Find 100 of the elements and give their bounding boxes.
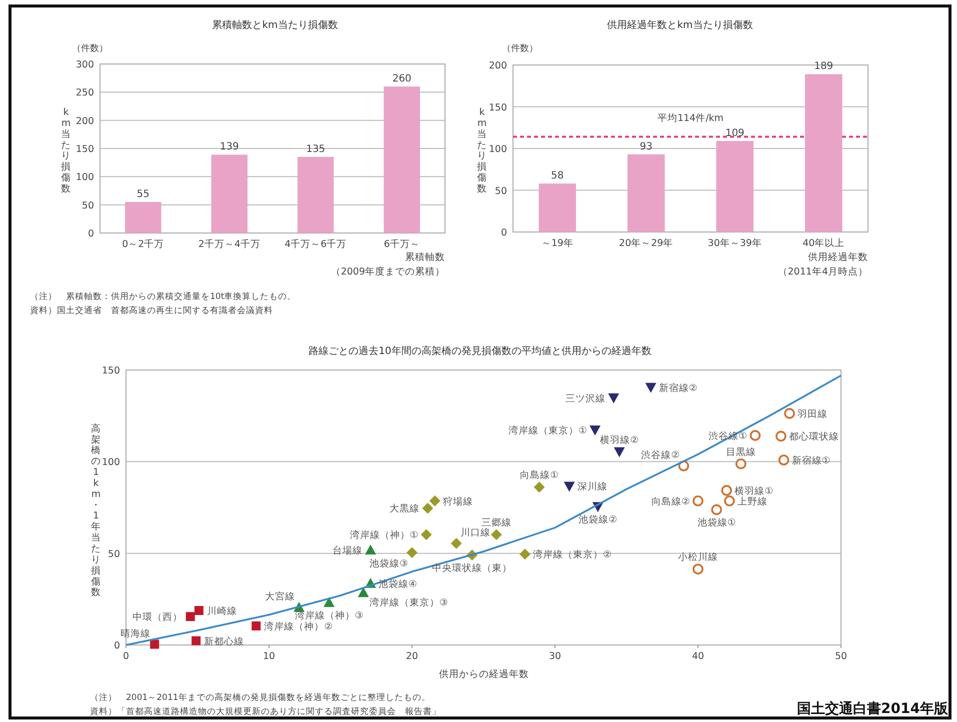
y-tick-label: 300: [76, 60, 94, 70]
point: [778, 454, 790, 466]
annotation: 三ツ沢線: [566, 392, 606, 404]
bar: [716, 140, 754, 232]
ref-line-label: 平均114件/km: [657, 112, 724, 124]
annotation: 台場線: [332, 544, 363, 557]
annotation: 渋谷線②: [641, 448, 680, 461]
point: [564, 482, 575, 492]
x-axis-title: 供用からの経過年数: [439, 668, 529, 680]
y-axis-title: km当たり損傷数: [477, 107, 487, 195]
y-tick-label: 100: [76, 172, 94, 184]
point: [750, 430, 761, 441]
annotation: 都心環状線: [788, 430, 839, 443]
point: [429, 495, 440, 506]
annotation: 湾岸線（東京）①: [508, 424, 588, 436]
annotation: 湾岸線（神）③: [294, 609, 364, 622]
x-tick-label: 40年以上: [802, 237, 845, 249]
point: [519, 548, 530, 560]
chart-title: 路線ごとの過去10年間の高架橋の発見損傷数の平均値と供用からの経過年数: [308, 345, 652, 357]
point: [420, 529, 432, 540]
annotation: 池袋線②: [578, 514, 618, 526]
x-tick-label: 30: [548, 651, 562, 662]
bar: [627, 154, 665, 232]
x-tick-label: 20: [406, 651, 418, 662]
point: [724, 496, 735, 506]
bar: [298, 156, 334, 233]
x-axis-title: 累積軸数（2009年度までの累積）: [330, 251, 445, 278]
point: [590, 425, 601, 436]
y-tick-label: 150: [488, 102, 507, 114]
chart-title: 累積軸数とkm当たり損傷数: [212, 19, 338, 31]
annotation: 池袋線①: [697, 516, 736, 529]
annotation: 目黒線: [726, 446, 756, 458]
annotation: 向島線②: [651, 495, 690, 508]
point: [422, 502, 434, 514]
point: [692, 564, 704, 574]
bar: [211, 154, 248, 233]
data-label: 139: [220, 142, 239, 153]
bar: [384, 86, 420, 233]
text: （件数）: [72, 43, 108, 54]
data-label: 93: [640, 141, 652, 152]
x-tick-label: 10: [262, 651, 276, 662]
point: [711, 504, 722, 516]
y-tick-label: 0: [114, 640, 120, 652]
x-tick-label: 50: [834, 651, 848, 662]
y-tick-label: 250: [76, 88, 94, 99]
annotation: 中環（西）: [132, 611, 182, 624]
x-tick-label: 30年～39年: [708, 237, 762, 249]
annotation: 川口線: [460, 526, 490, 538]
y-tick-label: 200: [76, 116, 94, 127]
data-label: 135: [306, 144, 326, 155]
annotation: 大黒線: [390, 502, 420, 515]
point: [365, 544, 376, 555]
data-label: 260: [392, 74, 412, 85]
text: 高架橋の1km・1年当たり損傷数: [91, 423, 101, 598]
y-tick-label: 100: [488, 144, 507, 155]
annotation: 狩場線: [442, 495, 473, 508]
bar: [538, 184, 576, 232]
annotation: 羽田線: [798, 408, 828, 420]
data-label: 109: [725, 128, 744, 139]
annotation: 新宿線①: [792, 454, 830, 467]
annotation: 小松川線: [678, 551, 718, 564]
x-axis-title: 供用経過年数（2011年4月時点）: [778, 251, 868, 278]
x-tick-label: 0: [122, 651, 130, 662]
x-tick-label: 40: [692, 651, 704, 662]
x-tick-label: 4千万～6千万: [284, 238, 347, 250]
point: [534, 482, 545, 493]
annotation: 湾岸線（東京）③: [369, 596, 448, 609]
text: 資料）国土交通省 首都高速の再生に関する有識者会議資料: [30, 305, 273, 316]
annotation: 大宮線: [265, 590, 296, 602]
point: [450, 538, 462, 549]
y-tick-label: 50: [494, 186, 507, 197]
y-tick-label: 200: [488, 60, 507, 72]
point: [324, 596, 335, 607]
point: [150, 640, 160, 649]
text: 資料）「首都高速道路構造物の大規模更新のあり方に関する調査研究委員会 報告書」: [90, 706, 441, 717]
annotation: 新宿線②: [658, 382, 698, 394]
point: [645, 382, 656, 393]
annotation: 横羽線①: [734, 484, 774, 497]
annotation: 湾岸線（東京）②: [532, 548, 612, 561]
y-tick-label: 150: [102, 366, 120, 376]
data-label: 55: [136, 189, 150, 200]
point: [358, 587, 369, 598]
data-label: 58: [551, 170, 564, 182]
annotation: 晴海線: [120, 627, 151, 640]
x-tick-label: 20年～29年: [619, 237, 674, 249]
point: [194, 606, 204, 616]
annotation: 池袋線④: [378, 578, 418, 590]
point: [192, 636, 201, 646]
point: [692, 496, 704, 506]
y-tick-label: 50: [82, 200, 94, 212]
annotation: 中央環状線（東）: [432, 562, 512, 574]
annotation: 新都心線: [204, 635, 244, 648]
chart-title: 供用経過年数とkm当たり損傷数: [607, 19, 753, 31]
data-label: 189: [814, 61, 834, 72]
text: （件数）: [502, 43, 538, 54]
y-tick-label: 100: [102, 457, 120, 468]
annotation: 向島線①: [520, 469, 559, 482]
x-tick-label: 6千万～: [384, 238, 420, 250]
y-tick-label: 0: [500, 228, 507, 238]
text: （注） 2001～2011年までの高架橋の発見損傷数を経過年数ごとに整理したもの。: [90, 692, 430, 703]
